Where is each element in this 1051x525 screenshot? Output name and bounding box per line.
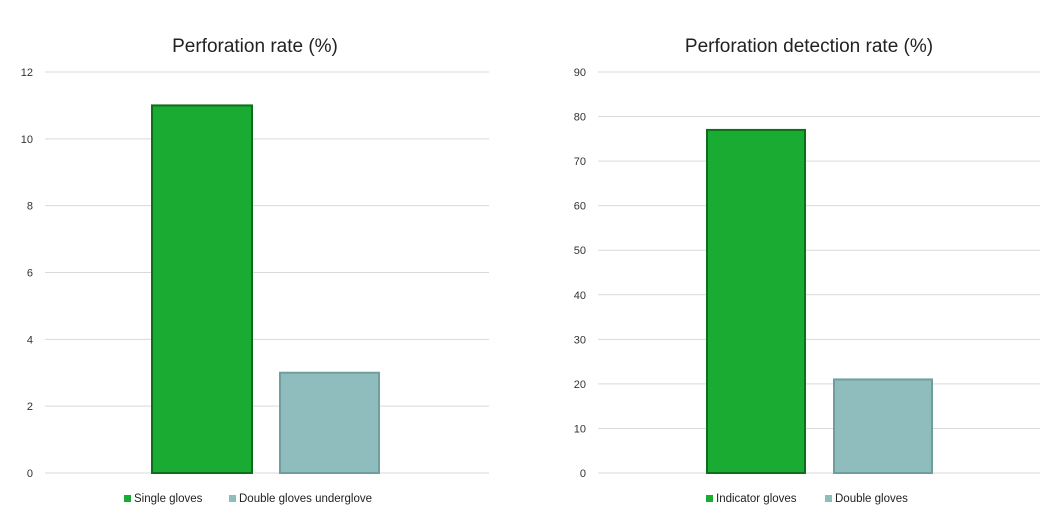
chart-legend: Single gloves Double gloves underglove	[124, 493, 372, 505]
legend-swatch-indicator-gloves	[706, 495, 713, 502]
y-axis-ticks: 0 10 20 30 40 50 60 70 80 90	[574, 67, 586, 480]
bar-double-gloves	[833, 378, 933, 474]
y-tick-label: 70	[574, 156, 586, 168]
bar-double-gloves-underglove	[279, 371, 380, 474]
legend-swatch-double-gloves	[825, 495, 832, 502]
bars	[706, 128, 933, 475]
legend-label-double-gloves: Double gloves	[835, 493, 908, 505]
y-tick-label: 80	[574, 112, 586, 124]
y-axis-ticks: 0 2 4 6 8 10 12	[21, 67, 33, 480]
y-tick-label: 0	[580, 468, 586, 480]
bar-indicator-gloves	[706, 128, 806, 475]
y-tick-label: 12	[21, 67, 33, 79]
chart-title: Perforation detection rate (%)	[685, 36, 933, 57]
y-tick-label: 30	[574, 334, 586, 346]
y-tick-label: 50	[574, 245, 586, 257]
y-tick-label: 4	[27, 334, 33, 346]
y-tick-label: 40	[574, 290, 586, 302]
chart-title: Perforation rate (%)	[172, 36, 338, 57]
bars	[151, 104, 380, 475]
y-tick-label: 6	[27, 268, 33, 280]
gridlines	[598, 71, 1040, 474]
y-tick-label: 2	[27, 401, 33, 413]
y-tick-label: 10	[574, 423, 586, 435]
y-tick-label: 60	[574, 201, 586, 213]
legend-label-double-gloves-underglove: Double gloves underglove	[239, 493, 372, 505]
perforation-rate-chart: Perforation rate (%) 0 2 4 6 8 10 12 Single gl…	[21, 36, 489, 505]
legend-label-single-gloves: Single gloves	[134, 493, 203, 505]
y-tick-label: 8	[27, 201, 33, 213]
gridlines	[45, 71, 489, 474]
y-tick-label: 90	[574, 67, 586, 79]
chart-legend: Indicator gloves Double gloves	[706, 493, 908, 505]
legend-label-indicator-gloves: Indicator gloves	[716, 493, 797, 505]
y-tick-label: 0	[27, 468, 33, 480]
bar-single-gloves	[151, 104, 253, 475]
legend-swatch-double-gloves-underglove	[229, 495, 236, 502]
y-tick-label: 20	[574, 379, 586, 391]
perforation-detection-rate-chart: Perforation detection rate (%) 0 10 20 30 40…	[574, 36, 1040, 505]
y-tick-label: 10	[21, 134, 33, 146]
legend-swatch-single-gloves	[124, 495, 131, 502]
